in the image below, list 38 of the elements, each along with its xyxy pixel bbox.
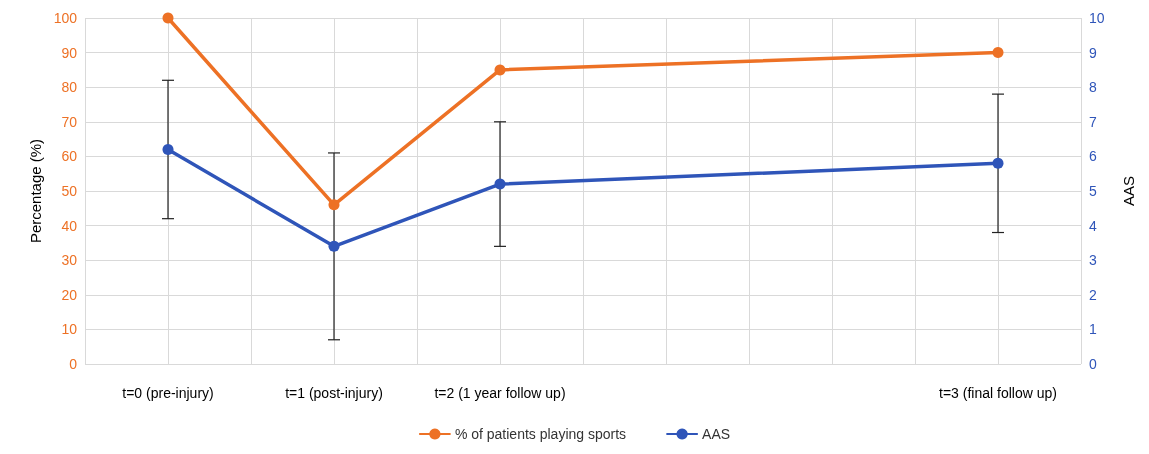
y-tick-label: 50 bbox=[61, 183, 78, 199]
point bbox=[992, 47, 1004, 59]
y-tick-label: 80 bbox=[61, 79, 78, 96]
y2-tick-label: 5 bbox=[1089, 183, 1097, 199]
point bbox=[162, 12, 174, 24]
y-tick-label: 40 bbox=[61, 217, 78, 234]
y-tick-label: 0 bbox=[69, 356, 78, 372]
y-tick-label: 70 bbox=[61, 113, 78, 130]
y2-tick-label: 7 bbox=[1089, 113, 1097, 130]
point bbox=[162, 143, 174, 155]
y2-axis-title: AAS bbox=[1120, 175, 1137, 207]
y-tick-label: 60 bbox=[61, 148, 78, 165]
point bbox=[328, 240, 340, 252]
y2-tick-label: 9 bbox=[1089, 44, 1097, 61]
y-tick-label: 30 bbox=[61, 252, 78, 269]
y2-tick-label: 4 bbox=[1089, 217, 1097, 234]
y2-tick-label: 6 bbox=[1089, 148, 1097, 165]
y-axis-title: Percentage (%) bbox=[26, 138, 44, 244]
point bbox=[494, 64, 506, 76]
point bbox=[494, 178, 506, 190]
y2-tick-label: 0 bbox=[1089, 356, 1097, 372]
point bbox=[328, 199, 340, 211]
x-tick-label: t=0 (pre-injury) bbox=[122, 385, 214, 401]
y-tick-label: 10 bbox=[61, 321, 78, 338]
legend-label: AAS bbox=[702, 426, 731, 442]
x-tick-label: t=3 (final follow up) bbox=[939, 385, 1057, 401]
y2-tick-label: 10 bbox=[1089, 10, 1105, 26]
y-tick-label: 20 bbox=[61, 286, 78, 303]
y2-tick-label: 1 bbox=[1089, 321, 1097, 338]
y-tick-label: 100 bbox=[53, 10, 78, 26]
y2-tick-label: 3 bbox=[1089, 252, 1097, 269]
x-tick-label: t=1 (post-injury) bbox=[285, 385, 383, 401]
x-tick-label: t=2 (1 year follow up) bbox=[434, 385, 566, 401]
y-tick-label: 90 bbox=[61, 44, 78, 61]
legend-label: % of patients playing sports bbox=[454, 426, 627, 442]
y2-tick-label: 8 bbox=[1089, 79, 1097, 96]
point bbox=[992, 157, 1004, 169]
y2-tick-label: 2 bbox=[1089, 286, 1097, 303]
